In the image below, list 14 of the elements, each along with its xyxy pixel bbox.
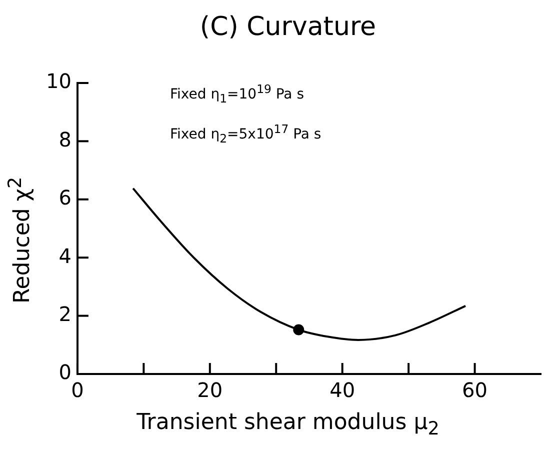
chart-title: (C) Curvature bbox=[198, 12, 378, 42]
line-series bbox=[132, 187, 467, 341]
y-tick-label: 8 bbox=[58, 127, 72, 152]
annotation: Fixed η$_{1}$=10$^{19}$ Pa s bbox=[170, 82, 304, 106]
x-tick-label: 20 bbox=[197, 378, 223, 402]
x-tick-label: 40 bbox=[330, 378, 356, 402]
y-tick-label: 6 bbox=[58, 186, 72, 210]
x-axis-title: Transient shear modulus μ$_{2}$ bbox=[136, 410, 440, 440]
annotation: Fixed η$_{2}$=5x10$^{17}$ Pa s bbox=[170, 122, 322, 146]
y-tick-label: 2 bbox=[58, 302, 72, 326]
y-tick-label: 4 bbox=[58, 244, 72, 268]
y-tick-label: 10 bbox=[46, 69, 72, 94]
y-tick-label: 0 bbox=[58, 360, 72, 384]
x-tick-label: 60 bbox=[462, 378, 488, 402]
